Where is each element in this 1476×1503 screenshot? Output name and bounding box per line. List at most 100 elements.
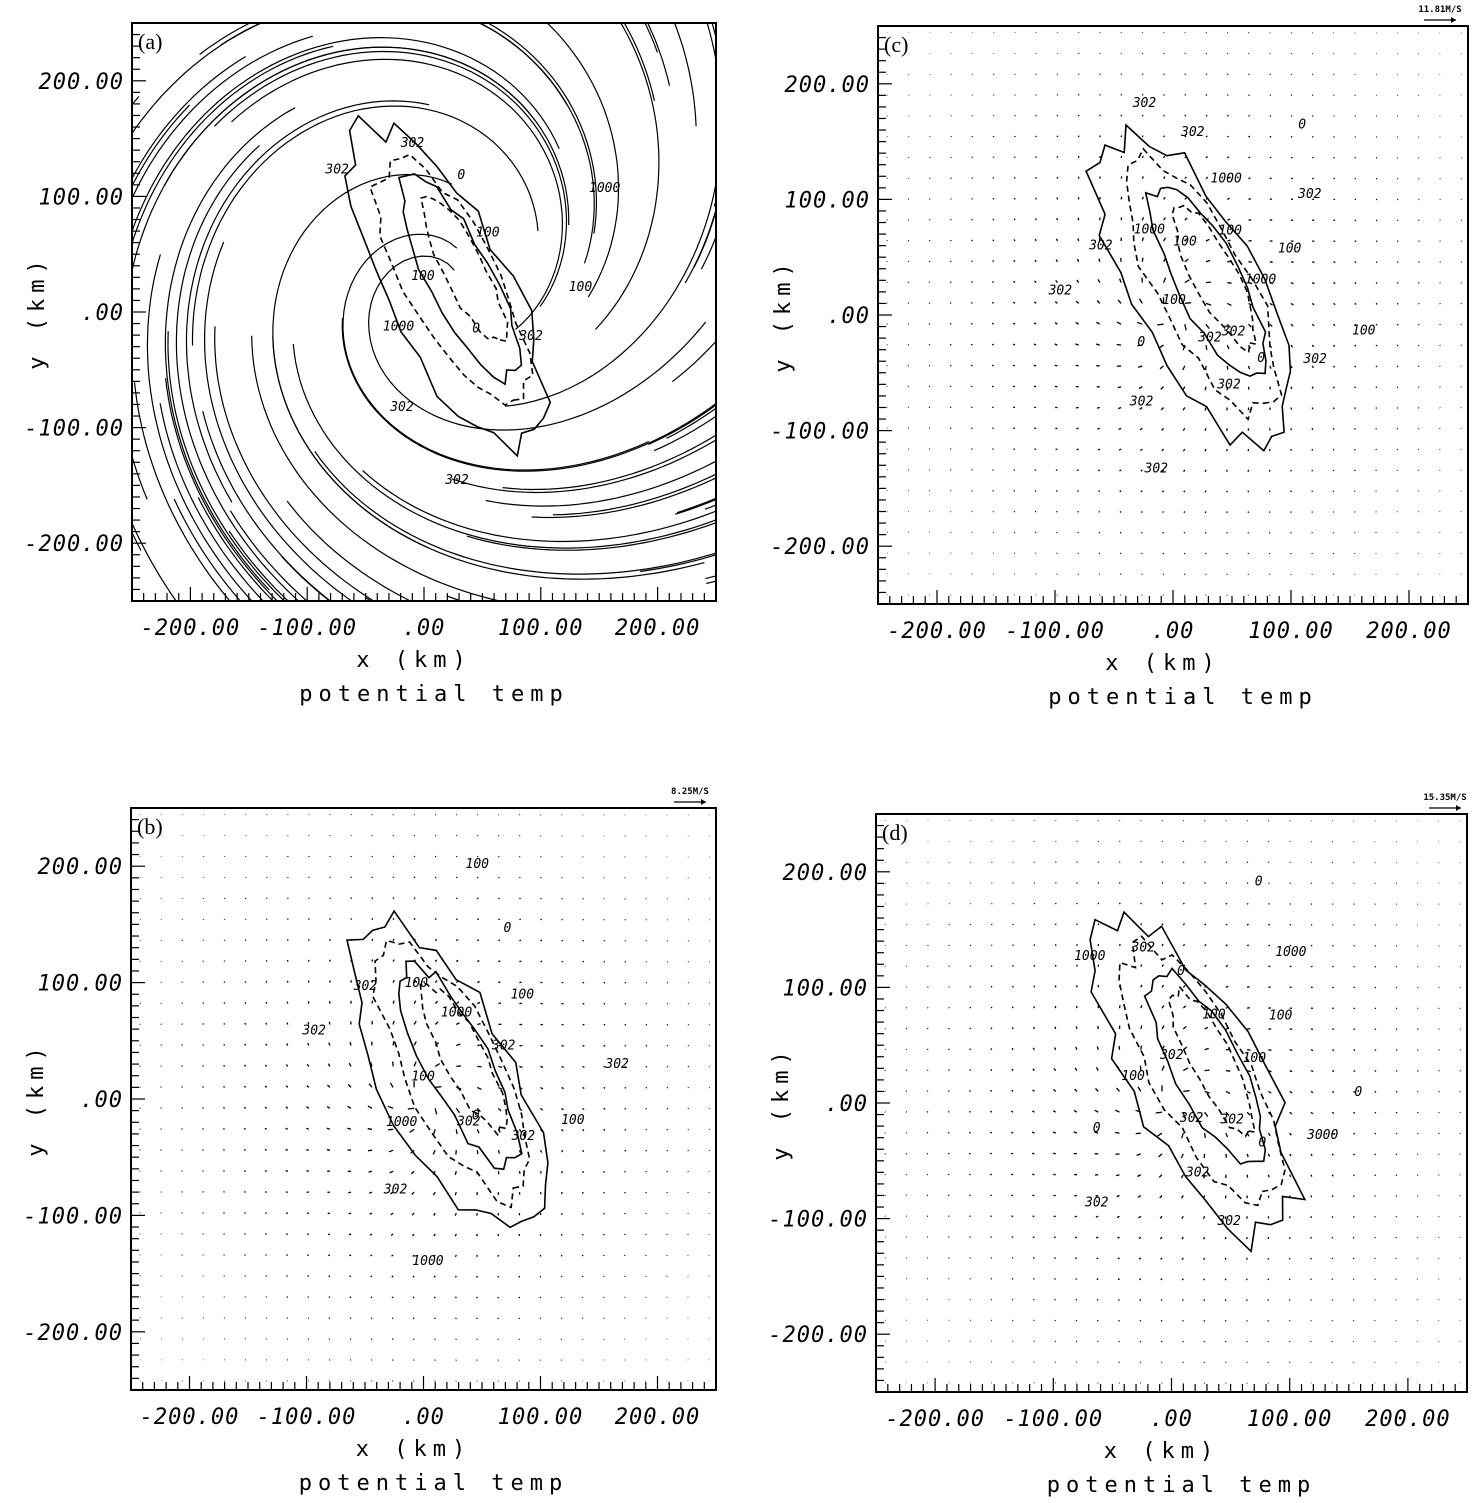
wind-vector <box>1095 1215 1099 1218</box>
wind-vector <box>1116 1215 1120 1219</box>
x-tick-label: -200.00 <box>140 1405 240 1430</box>
wind-vector <box>1417 1090 1419 1093</box>
wind-vector <box>392 1380 394 1382</box>
wind-vector <box>1268 944 1271 947</box>
wind-vector <box>519 918 522 921</box>
wind-vector <box>371 938 374 941</box>
wind-vector <box>1354 323 1357 326</box>
wind-vector <box>926 1090 929 1092</box>
wind-vector <box>539 1191 542 1195</box>
wind-vector <box>687 1149 689 1152</box>
wind-vector <box>1183 573 1186 576</box>
wind-vector <box>265 1022 268 1025</box>
wind-vector <box>928 302 931 304</box>
wind-vector <box>970 385 973 388</box>
wind-vector <box>433 1254 436 1258</box>
wind-vector <box>1182 1319 1184 1322</box>
y-tick-label: 200.00 <box>783 861 868 886</box>
wind-vector <box>477 1022 481 1026</box>
wind-vector <box>1225 1153 1228 1158</box>
wind-vector <box>1117 299 1122 304</box>
wind-vector <box>1052 1110 1057 1113</box>
wind-vector <box>603 1044 606 1047</box>
x-tick-label: -200.00 <box>885 1407 985 1432</box>
wind-vector <box>1161 840 1164 843</box>
wind-vector <box>1096 1278 1099 1281</box>
wind-vector <box>1034 259 1037 263</box>
wind-vector <box>223 1002 226 1004</box>
wind-vector <box>413 855 416 858</box>
wind-vector <box>1161 902 1164 905</box>
wind-vector <box>1162 277 1167 283</box>
contour-line <box>420 195 509 343</box>
wind-vector <box>477 1001 481 1005</box>
streamline <box>644 23 658 53</box>
wind-vector <box>582 1149 585 1153</box>
wind-vector <box>476 939 480 942</box>
contour-line <box>371 939 531 1209</box>
wind-vector <box>992 218 995 221</box>
wind-vector <box>285 1085 289 1088</box>
wind-vector <box>1353 1049 1356 1052</box>
wind-vector <box>1162 594 1165 596</box>
vector-scale-arrowhead <box>1456 805 1461 811</box>
wind-vector <box>1120 196 1123 200</box>
wind-vector <box>645 1107 648 1110</box>
wind-vector <box>1353 1111 1356 1114</box>
wind-vector <box>1375 407 1378 409</box>
wind-vector <box>624 1107 627 1110</box>
plot-frame <box>877 25 1469 605</box>
wind-vector <box>244 1064 247 1067</box>
wind-vector <box>202 1023 205 1025</box>
wind-vector <box>970 322 973 325</box>
wind-vector <box>413 1041 417 1046</box>
wind-vector <box>1417 1070 1419 1072</box>
wind-vector <box>1224 1278 1227 1281</box>
wind-vector <box>1141 573 1143 576</box>
wind-vector <box>498 1086 503 1090</box>
contour-label: 0 <box>1257 351 1265 366</box>
x-tick-label: 200.00 <box>1365 1407 1450 1432</box>
wind-vector <box>970 301 973 304</box>
wind-vector <box>1012 364 1016 367</box>
wind-vector <box>1375 344 1378 347</box>
wind-vector <box>1225 469 1228 472</box>
wind-vector <box>886 260 888 263</box>
wind-vector <box>369 1212 373 1215</box>
wind-vector <box>1460 302 1462 305</box>
wind-vector <box>624 1128 627 1131</box>
contour-line <box>346 909 549 1229</box>
wind-vector <box>1181 1257 1184 1260</box>
wind-vector <box>181 1044 183 1046</box>
wind-vector <box>1077 238 1080 242</box>
wind-vector <box>1139 1278 1142 1281</box>
wind-vector <box>1375 261 1378 263</box>
wind-vector <box>411 1212 415 1216</box>
wind-vector <box>498 939 501 942</box>
wind-vector <box>1395 1153 1398 1156</box>
wind-vector <box>1226 490 1228 493</box>
contour-label: 0 <box>1177 964 1185 979</box>
wind-vector <box>243 1106 247 1109</box>
streamline <box>504 23 716 407</box>
wind-vector <box>1141 155 1144 159</box>
footer-title: potential temp <box>1048 685 1317 710</box>
contour-label: 302 <box>1216 377 1241 392</box>
streamline <box>341 318 716 472</box>
wind-vector <box>1182 365 1186 371</box>
contour-label: 302 <box>1088 238 1113 253</box>
wind-vector <box>1460 344 1462 347</box>
wind-vector <box>306 1063 310 1067</box>
wind-vector <box>1225 902 1228 905</box>
wind-vector <box>413 1061 417 1067</box>
wind-vector <box>1246 965 1250 968</box>
wind-vector <box>1139 1382 1142 1384</box>
wind-vector <box>1268 965 1271 968</box>
wind-vector <box>1311 407 1314 410</box>
wind-vector <box>603 1170 605 1173</box>
wind-vector <box>1137 1174 1142 1178</box>
wind-vector <box>1289 1049 1293 1052</box>
wind-vector <box>454 1191 457 1196</box>
contour-label: 100 <box>405 976 429 991</box>
wind-vector <box>328 1254 331 1257</box>
